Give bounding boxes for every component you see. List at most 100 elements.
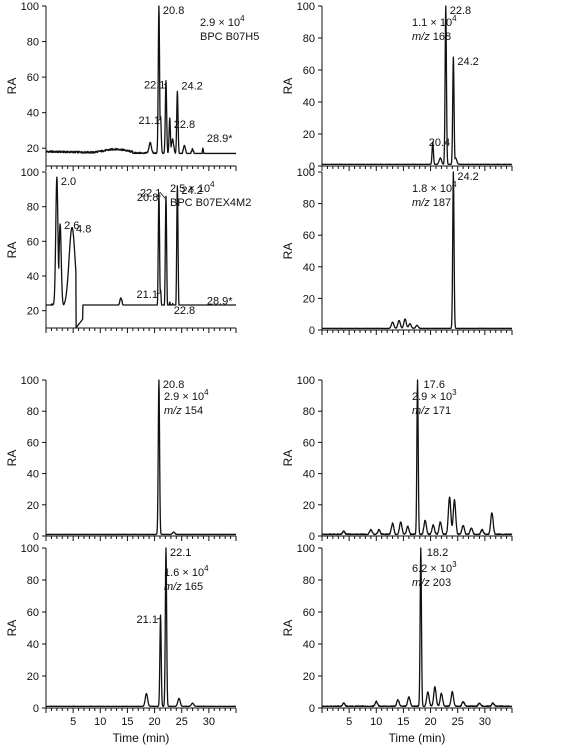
intensity-annotation: 6.2 × 103 [412, 560, 457, 575]
peak-label: 22.1 [144, 80, 165, 92]
chromatogram-trace [45, 5, 237, 155]
peak-label: 17.6 [424, 379, 445, 391]
y-axis-label: RA [5, 242, 19, 259]
x-tick-label: 10 [370, 716, 382, 728]
trace-annotation: BPC B07H5 [200, 31, 259, 43]
y-tick-label: 0 [33, 531, 39, 543]
peak-label: 24.2 [457, 56, 478, 68]
trace-annotation: m/z 203 [412, 577, 451, 589]
trace-annotation: BPC B07EX4M2 [170, 197, 251, 209]
x-tick-label: 30 [479, 716, 491, 728]
x-tick-label: 30 [203, 716, 215, 728]
peak-label: 2.6 [64, 220, 79, 232]
y-axis-label: RA [281, 243, 295, 260]
x-tick-label: 5 [346, 716, 352, 728]
y-axis-label: RA [281, 78, 295, 95]
y-tick-label: 80 [303, 575, 315, 587]
y-tick-label: 80 [27, 37, 39, 49]
mz-prefix: m/z [164, 405, 182, 417]
chromatogram-trace [321, 379, 513, 536]
mz-value: 171 [430, 405, 451, 417]
peak-leader-line [156, 617, 161, 620]
peak-label: 21.1 [137, 289, 158, 301]
x-axis-label: Time (min) [389, 731, 446, 745]
intensity-annotation: 2.9 × 103 [412, 388, 457, 403]
y-tick-label: 40 [27, 108, 39, 120]
y-tick-label: 80 [303, 406, 315, 418]
intensity-annotation: 2.9 × 104 [200, 14, 245, 29]
y-axis-label: RA [281, 450, 295, 467]
mz-value: 165 [182, 581, 203, 593]
x-tick-label: 25 [176, 716, 188, 728]
intensity-exponent: 3 [452, 388, 457, 397]
y-tick-label: 20 [27, 500, 39, 512]
intensity-annotation: 1.8 × 104 [412, 180, 457, 195]
intensity-exponent: 4 [204, 564, 209, 573]
peak-label: 22.1 [170, 547, 191, 559]
y-tick-label: 40 [303, 262, 315, 274]
mz-prefix: m/z [412, 405, 430, 417]
peak-label: 28.9* [207, 296, 233, 308]
y-tick-label: 40 [27, 469, 39, 481]
peak-label: 20.4 [429, 137, 450, 149]
y-tick-label: 0 [33, 703, 39, 715]
intensity-annotation: 2.9 × 104 [164, 388, 209, 403]
chart-panel-4: 0 20 40 60 80 100 RA 24.21.8 × 104 m/z 187 [281, 167, 513, 337]
x-tick-label: 20 [424, 716, 436, 728]
intensity-exponent: 4 [452, 180, 457, 189]
chart-panel-8: 0 20 40 60 80 100 RA 5 10 15 20 25 30 Time (min) 18.26… [281, 543, 513, 745]
y-axis-label: RA [5, 620, 19, 637]
trace-annotation: m/z 168 [412, 31, 451, 43]
y-tick-label: 100 [21, 167, 39, 179]
peak-leader-line [159, 192, 167, 200]
peak-label: 28.9* [207, 133, 233, 145]
intensity-exponent: 3 [452, 560, 457, 569]
y-tick-label: 60 [27, 607, 39, 619]
intensity-annotation: 1.6 × 104 [164, 564, 209, 579]
x-tick-label: 25 [452, 716, 464, 728]
y-tick-label: 40 [27, 639, 39, 651]
y-tick-label: 60 [27, 72, 39, 84]
peak-label: 2.0 [61, 176, 76, 188]
y-tick-label: 20 [303, 293, 315, 305]
y-tick-label: 40 [27, 271, 39, 283]
trace-annotation: m/z 187 [412, 197, 451, 209]
chart-panel-6: 0 20 40 60 80 100 RA 17.62.9 × 103 m/z 171 [281, 375, 513, 543]
y-tick-label: 0 [309, 161, 315, 173]
y-tick-label: 40 [303, 469, 315, 481]
y-tick-label: 100 [21, 1, 39, 13]
chart-panel-2: 0 20 40 60 80 100 RA 20.4 22.8 24.2 1.1 × 104 m/z 1… [281, 1, 513, 173]
mz-value: 168 [430, 31, 451, 43]
y-tick-label: 20 [27, 306, 39, 318]
y-tick-label: 0 [309, 531, 315, 543]
x-axis-label: Time (min) [113, 731, 170, 745]
x-tick-label: 15 [397, 716, 409, 728]
peak-label: 24.2 [457, 171, 478, 183]
mz-prefix: m/z [412, 197, 430, 209]
chromatogram-trace [45, 176, 237, 329]
peak-label: 20.8 [163, 5, 184, 17]
chart-panel-5: 0 20 40 60 80 100 RA 20.82.9 × 104 m/z 154 [5, 375, 237, 543]
intensity-annotation: 2.5 × 104 [170, 180, 215, 195]
chart-panel-1: 20 40 60 80 100 RA 20.8 21.1 22.1 22.8 24.2 28.9* 2.… [5, 1, 259, 171]
mz-value: 187 [430, 197, 451, 209]
y-tick-label: 20 [303, 129, 315, 141]
y-tick-label: 20 [303, 500, 315, 512]
peak-leader-line [163, 83, 167, 86]
intensity-annotation: 1.1 × 104 [412, 14, 457, 29]
peak-label: 22.1 [140, 187, 161, 199]
y-tick-label: 80 [27, 202, 39, 214]
y-tick-label: 60 [303, 230, 315, 242]
y-axis-label: RA [281, 620, 295, 637]
chart-panel-7: 0 20 40 60 80 100 RA 5 10 15 20 25 30 Time (min) 21.1 2… [5, 543, 237, 745]
intensity-exponent: 4 [240, 14, 245, 23]
y-tick-label: 80 [303, 199, 315, 211]
mz-value: 203 [430, 577, 451, 589]
x-tick-label: 10 [94, 716, 106, 728]
x-tick-label: 20 [148, 716, 160, 728]
y-tick-label: 100 [21, 375, 39, 387]
y-axis-label: RA [5, 450, 19, 467]
y-tick-label: 80 [27, 406, 39, 418]
intensity-exponent: 4 [204, 388, 209, 397]
